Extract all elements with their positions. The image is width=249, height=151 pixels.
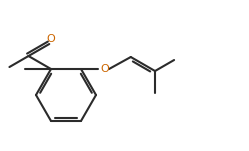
Text: O: O (46, 34, 55, 44)
Text: O: O (101, 64, 109, 74)
